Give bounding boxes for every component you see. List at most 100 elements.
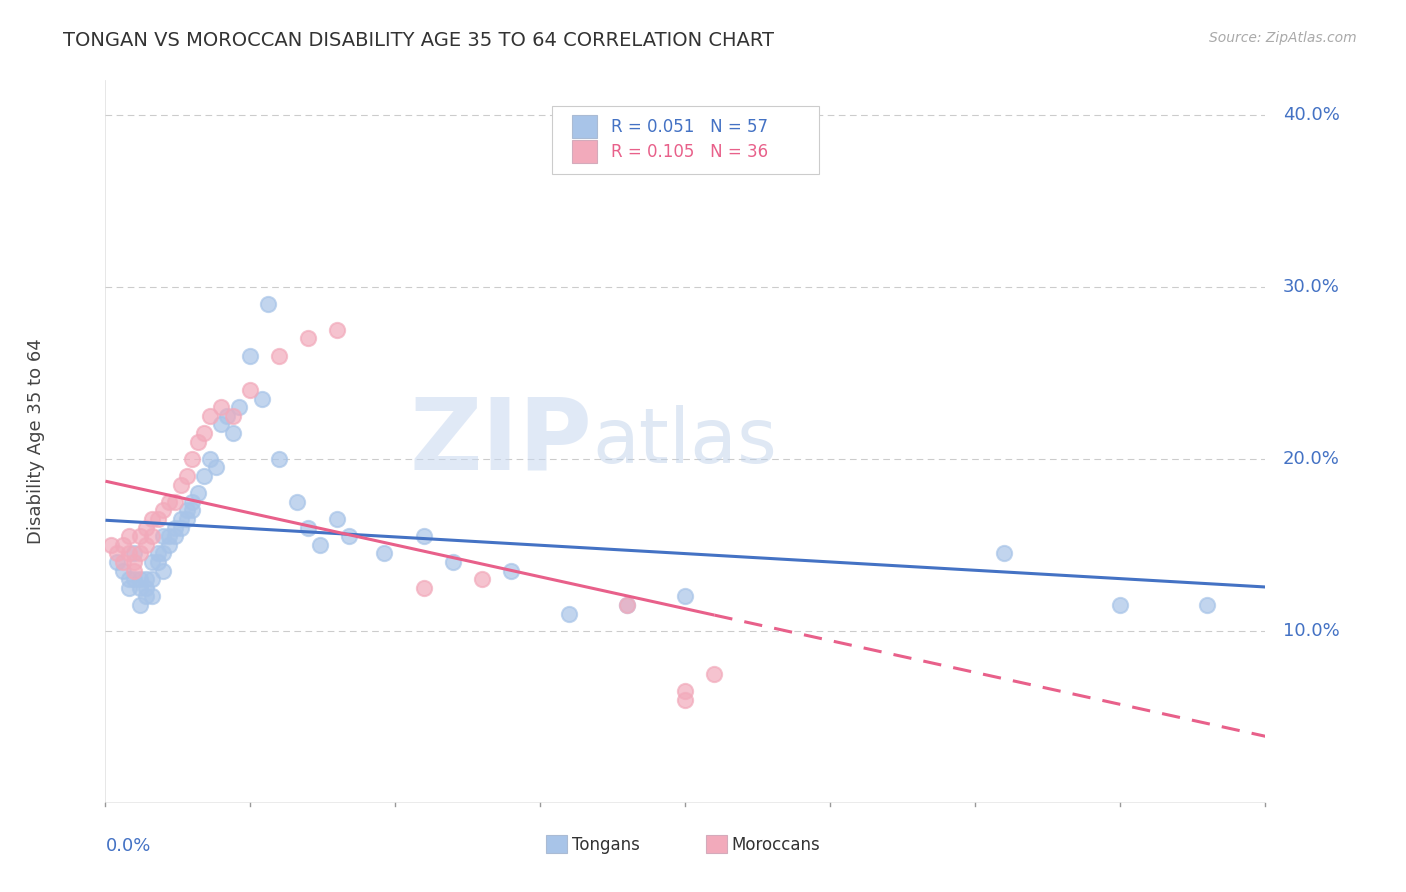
Point	[129, 572, 152, 586]
Text: 0.0%: 0.0%	[105, 838, 150, 855]
Point	[181, 451, 204, 466]
Point	[135, 520, 157, 534]
Point	[135, 538, 157, 552]
Point	[993, 546, 1015, 560]
FancyBboxPatch shape	[553, 105, 818, 174]
Point	[269, 349, 291, 363]
Point	[165, 494, 187, 508]
Point	[441, 555, 464, 569]
Point	[146, 512, 169, 526]
Point	[239, 383, 262, 397]
Text: Tongans: Tongans	[572, 836, 640, 854]
Point	[146, 555, 169, 569]
Point	[129, 546, 152, 560]
Point	[337, 529, 360, 543]
Point	[129, 598, 152, 612]
Point	[413, 581, 436, 595]
Text: TONGAN VS MOROCCAN DISABILITY AGE 35 TO 64 CORRELATION CHART: TONGAN VS MOROCCAN DISABILITY AGE 35 TO …	[63, 31, 775, 50]
Point	[111, 564, 134, 578]
Point	[157, 494, 180, 508]
Point	[269, 451, 291, 466]
Point	[105, 555, 128, 569]
Point	[129, 581, 152, 595]
Text: 10.0%: 10.0%	[1282, 622, 1340, 640]
FancyBboxPatch shape	[572, 115, 598, 138]
Point	[105, 546, 128, 560]
Point	[165, 520, 187, 534]
Point	[135, 581, 157, 595]
Point	[135, 572, 157, 586]
Point	[187, 434, 209, 449]
Point	[124, 555, 146, 569]
Text: R = 0.051   N = 57: R = 0.051 N = 57	[612, 118, 768, 136]
Point	[124, 564, 146, 578]
Point	[616, 598, 638, 612]
Point	[152, 529, 174, 543]
Point	[141, 555, 163, 569]
Point	[152, 546, 174, 560]
Point	[250, 392, 273, 406]
Point	[129, 529, 152, 543]
Point	[181, 503, 204, 517]
Text: 40.0%: 40.0%	[1282, 105, 1340, 124]
Point	[176, 469, 198, 483]
Point	[211, 400, 233, 414]
Point	[373, 546, 395, 560]
Point	[309, 538, 332, 552]
Point	[176, 512, 198, 526]
Point	[285, 494, 308, 508]
Point	[135, 590, 157, 604]
Point	[100, 538, 122, 552]
Point	[146, 546, 169, 560]
Point	[558, 607, 581, 621]
Point	[124, 572, 146, 586]
Text: atlas: atlas	[593, 405, 778, 478]
Point	[170, 477, 193, 491]
Point	[176, 503, 198, 517]
Text: Disability Age 35 to 64: Disability Age 35 to 64	[27, 339, 45, 544]
FancyBboxPatch shape	[706, 835, 727, 854]
Point	[193, 469, 215, 483]
Point	[297, 520, 319, 534]
Point	[141, 590, 163, 604]
Text: ZIP: ZIP	[409, 393, 593, 490]
Point	[141, 512, 163, 526]
Point	[257, 297, 280, 311]
Point	[222, 409, 245, 423]
Point	[118, 581, 141, 595]
Point	[675, 684, 697, 698]
Point	[1197, 598, 1219, 612]
Point	[111, 555, 134, 569]
Text: 30.0%: 30.0%	[1282, 277, 1340, 296]
Point	[198, 451, 221, 466]
Point	[187, 486, 209, 500]
Point	[471, 572, 494, 586]
Point	[501, 564, 523, 578]
Point	[157, 538, 180, 552]
Point	[616, 598, 638, 612]
Point	[675, 590, 697, 604]
Point	[326, 323, 349, 337]
Point	[111, 538, 134, 552]
Point	[152, 564, 174, 578]
Point	[326, 512, 349, 526]
Point	[703, 666, 725, 681]
Point	[1109, 598, 1132, 612]
Point	[170, 520, 193, 534]
Point	[118, 529, 141, 543]
Point	[297, 331, 319, 345]
Point	[157, 529, 180, 543]
Point	[165, 529, 187, 543]
Point	[222, 425, 245, 440]
Point	[170, 512, 193, 526]
Point	[118, 546, 141, 560]
Point	[193, 425, 215, 440]
Point	[211, 417, 233, 432]
Point	[413, 529, 436, 543]
Point	[152, 503, 174, 517]
Point	[141, 572, 163, 586]
Text: R = 0.105   N = 36: R = 0.105 N = 36	[612, 143, 768, 161]
Text: Moroccans: Moroccans	[733, 836, 821, 854]
Point	[217, 409, 239, 423]
Point	[228, 400, 250, 414]
